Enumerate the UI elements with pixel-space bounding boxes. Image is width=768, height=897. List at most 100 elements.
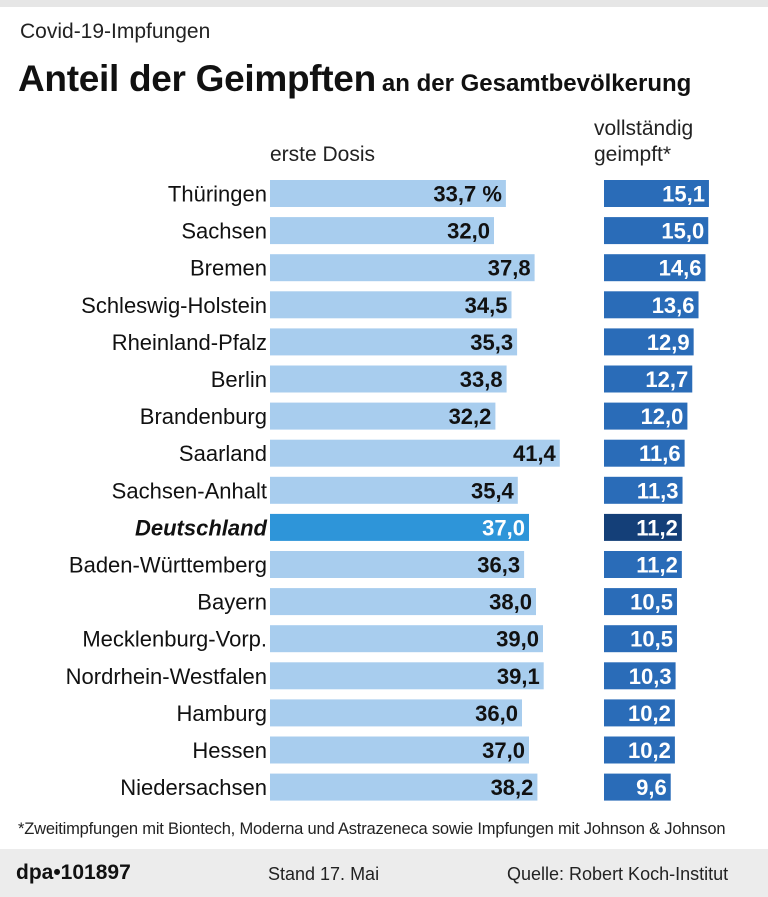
bar-fully-vaccinated-nordrhein-westfalen (604, 662, 676, 690)
value-first-dose-bremen: 37,8 (488, 256, 531, 281)
category-label-bayern: Bayern (197, 590, 267, 615)
value-fully-vaccinated-deutschland: 11,2 (636, 515, 678, 540)
bar-first-dose-hamburg (270, 699, 522, 727)
bar-first-dose-schleswig-holstein (270, 291, 512, 319)
dpa-brand: dpa•101897 (16, 861, 131, 884)
value-first-dose-nordrhein-westfalen: 39,1 (497, 664, 540, 689)
value-fully-vaccinated-baden-württemberg: 11,2 (636, 553, 678, 578)
value-fully-vaccinated-saarland: 11,6 (639, 441, 681, 466)
bar-first-dose-brandenburg (270, 402, 496, 430)
bar-first-dose-hessen (270, 736, 529, 764)
value-fully-vaccinated-hessen: 10,2 (628, 738, 671, 763)
footnote: *Zweitimpfungen mit Biontech, Moderna un… (18, 820, 726, 838)
bar-first-dose-baden-württemberg (270, 551, 525, 578)
value-fully-vaccinated-berlin: 12,7 (645, 367, 688, 392)
value-first-dose-hessen: 37,0 (482, 738, 525, 763)
bar-first-dose-sachsen (270, 217, 494, 245)
header-line-2: geimpft* (594, 143, 672, 166)
value-fully-vaccinated-brandenburg: 12,0 (641, 404, 684, 429)
category-label-rheinland-pfalz: Rheinland-Pfalz (112, 330, 267, 355)
category-label-deutschland: Deutschland (135, 515, 268, 540)
value-fully-vaccinated-thüringen: 15,1 (662, 182, 705, 207)
bar-first-dose-thüringen (270, 180, 506, 207)
bar-first-dose-nordrhein-westfalen (270, 662, 544, 690)
value-first-dose-bayern: 38,0 (489, 590, 532, 615)
title-main: Anteil der Geimpften (18, 58, 376, 99)
chart-title: Anteil der Geimpften an der Gesamtbevölke… (18, 58, 691, 100)
value-fully-vaccinated-sachsen-anhalt: 11,3 (637, 478, 679, 503)
value-first-dose-rheinland-pfalz: 35,3 (470, 330, 513, 355)
bar-fully-vaccinated-saarland (604, 439, 685, 467)
category-label-thüringen: Thüringen (168, 182, 267, 207)
category-label-saarland: Saarland (179, 441, 267, 466)
bar-fully-vaccinated-baden-württemberg (604, 551, 682, 578)
value-first-dose-sachsen: 32,0 (447, 219, 490, 244)
category-label-sachsen-anhalt: Sachsen-Anhalt (112, 478, 267, 503)
bar-first-dose-deutschland (270, 513, 529, 541)
bar-fully-vaccinated-hamburg (604, 699, 675, 727)
bar-first-dose-bremen (270, 254, 535, 282)
value-fully-vaccinated-mecklenburg-vorp-: 10,5 (630, 627, 673, 652)
bar-fully-vaccinated-sachsen-anhalt (604, 476, 683, 504)
value-first-dose-niedersachsen: 38,2 (491, 775, 534, 800)
value-fully-vaccinated-schleswig-holstein: 13,6 (652, 293, 695, 318)
value-fully-vaccinated-sachsen: 15,0 (661, 219, 704, 244)
category-label-niedersachsen: Niedersachsen (120, 775, 267, 800)
value-first-dose-saarland: 41,4 (513, 441, 557, 466)
value-fully-vaccinated-rheinland-pfalz: 12,9 (647, 330, 690, 355)
value-fully-vaccinated-niedersachsen: 9,6 (636, 775, 667, 800)
bar-first-dose-sachsen-anhalt (270, 476, 518, 504)
bar-fully-vaccinated-bayern (604, 588, 677, 616)
bar-fully-vaccinated-sachsen (604, 217, 709, 245)
value-first-dose-hamburg: 36,0 (475, 701, 518, 726)
bar-fully-vaccinated-berlin (604, 365, 693, 393)
date-stand: Stand 17. Mai (268, 864, 380, 884)
category-label-baden-württemberg: Baden-Württemberg (69, 553, 267, 578)
bar-fully-vaccinated-rheinland-pfalz (604, 328, 694, 356)
value-fully-vaccinated-hamburg: 10,2 (628, 701, 671, 726)
value-first-dose-berlin: 33,8 (460, 367, 503, 392)
top-bar (0, 0, 768, 7)
chart-subtitle: an der Gesamtbevölkerung (381, 70, 692, 97)
value-first-dose-mecklenburg-vorp-: 39,0 (496, 627, 539, 652)
category-label-schleswig-holstein: Schleswig-Holstein (81, 293, 267, 318)
source-credit: Quelle: Robert Koch-Institut (507, 864, 729, 884)
bar-fully-vaccinated-brandenburg (604, 402, 688, 430)
category-label-mecklenburg-vorp-: Mecklenburg-Vorp. (82, 627, 267, 652)
bar-fully-vaccinated-schleswig-holstein (604, 291, 699, 319)
value-first-dose-thüringen: 33,7 % (433, 182, 502, 207)
category-label-brandenburg: Brandenburg (140, 404, 267, 429)
bar-first-dose-rheinland-pfalz (270, 328, 518, 356)
category-label-berlin: Berlin (211, 367, 267, 392)
category-label-nordrhein-westfalen: Nordrhein-Westfalen (66, 664, 267, 689)
category-label-hamburg: Hamburg (177, 701, 267, 726)
category-label-sachsen: Sachsen (181, 219, 267, 244)
bar-fully-vaccinated-deutschland (604, 513, 682, 541)
bar-fully-vaccinated-thüringen (604, 180, 709, 207)
bar-fully-vaccinated-bremen (604, 254, 706, 282)
value-first-dose-deutschland: 37,0 (482, 515, 525, 540)
value-first-dose-baden-württemberg: 36,3 (477, 553, 520, 578)
value-first-dose-brandenburg: 32,2 (449, 404, 492, 429)
value-first-dose-schleswig-holstein: 34,5 (465, 293, 508, 318)
kicker: Covid-19-Impfungen (20, 20, 211, 43)
bar-first-dose-bayern (270, 588, 536, 616)
bar-fully-vaccinated-hessen (604, 736, 675, 764)
value-fully-vaccinated-bremen: 14,6 (659, 256, 702, 281)
bar-first-dose-mecklenburg-vorp- (270, 625, 543, 653)
header-line-1: vollständig (594, 117, 694, 140)
value-fully-vaccinated-bayern: 10,5 (630, 590, 673, 615)
bar-chart: Thüringen 33,7 % 15,1 Sachsen 32,0 15,0 Bremen… (66, 180, 709, 801)
bar-first-dose-berlin (270, 365, 507, 393)
bar-first-dose-saarland (270, 439, 560, 467)
footer-bar (0, 849, 768, 897)
series-header-fully-vaccinated: vollständig geimpft* (594, 116, 693, 168)
value-first-dose-sachsen-anhalt: 35,4 (471, 478, 515, 503)
category-label-bremen: Bremen (190, 256, 267, 281)
bar-first-dose-niedersachsen (270, 773, 538, 801)
series-header-first-dose: erste Dosis (270, 143, 376, 166)
bar-fully-vaccinated-mecklenburg-vorp- (604, 625, 677, 653)
category-label-hessen: Hessen (192, 738, 267, 763)
bar-fully-vaccinated-niedersachsen (604, 773, 671, 801)
value-fully-vaccinated-nordrhein-westfalen: 10,3 (629, 664, 672, 689)
